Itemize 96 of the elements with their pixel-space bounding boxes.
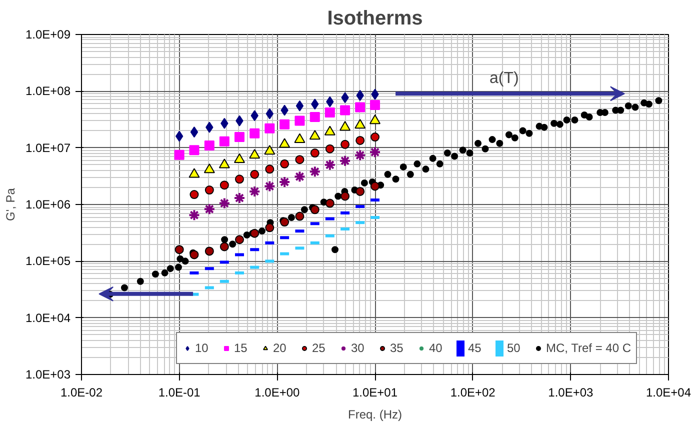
point [295,212,304,221]
point [204,186,214,195]
point [309,130,320,140]
legend-label: 25 [312,341,326,355]
legend-label: 35 [390,341,404,355]
x-tick-label: 1.0E+02 [450,386,496,400]
point [325,198,334,208]
point [325,144,334,154]
point [249,148,260,159]
annotation: a(T) [489,70,519,88]
point [340,192,350,201]
point [324,158,336,171]
y-tick-label: 1.0E+07 [25,140,71,155]
point [310,148,320,158]
y-tick-label: 1.0E+09 [25,28,71,42]
point [280,218,290,227]
legend-label: 50 [507,341,522,355]
point [294,133,306,143]
point [370,132,380,142]
point [234,174,244,184]
x-tick-label: 1.0E+01 [352,386,398,400]
point [308,166,321,178]
point [280,159,290,168]
point [295,155,304,164]
point [278,176,291,188]
point [189,145,200,156]
point [310,112,320,122]
legend-label: 30 [351,341,366,355]
point [279,138,290,148]
point [324,108,335,118]
legend-label: 10 [195,341,210,355]
point [355,102,366,112]
point [369,146,381,158]
x-tick-label: 1.0E+03 [548,386,594,400]
point [188,168,200,178]
point [264,123,275,134]
point [250,170,260,179]
point [370,114,380,124]
point [264,144,276,155]
legend-label: 20 [273,341,288,355]
point [250,228,260,238]
y-tick-label: 1.0E+08 [25,84,71,98]
y-tick-label: 1.0E+06 [25,198,71,212]
point [340,105,350,116]
point [294,116,305,126]
point [219,136,230,146]
point [370,182,380,191]
point [248,185,261,198]
legend-label: 40 [429,341,444,355]
chart-title: Isotherms [327,8,423,30]
point [340,140,350,149]
point [265,223,274,232]
point [296,100,304,112]
y-tick-label: 1.0E+03 [25,368,71,382]
point [190,190,199,200]
point [190,126,198,138]
point [188,209,200,222]
point [218,197,230,210]
point [174,245,184,254]
point [204,140,214,150]
point [340,121,351,131]
point [218,158,230,168]
point [220,180,229,190]
point [250,128,260,138]
point [265,164,274,174]
point [324,126,336,136]
y-axis-title: G', Pa [3,188,18,221]
point [354,119,366,129]
point [190,250,199,260]
x-tick-label: 1.0E-02 [60,386,103,400]
point [370,100,380,110]
point [233,192,246,204]
point [310,205,320,214]
legend-label: 15 [234,341,248,355]
legend-label: 45 [468,341,482,355]
point [356,186,365,196]
point [294,170,306,183]
point [356,136,365,145]
point [234,153,245,163]
y-tick-label: 1.0E+05 [25,254,71,268]
y-tick-label: 1.0E+04 [25,310,71,325]
point [354,149,366,162]
x-tick-label: 1.0E-01 [158,386,201,400]
x-tick-label: 1.0E+00 [254,386,300,400]
point [234,235,244,244]
point [174,150,184,160]
point [234,132,244,142]
point [280,119,290,130]
point [264,180,276,192]
point [339,154,352,167]
legend-label: MC, Tref = 40 C [546,341,632,355]
point [220,242,229,252]
x-axis-title: Freq. (Hz) [348,408,402,422]
point [204,164,215,174]
point [203,203,216,216]
x-tick-label: 1.0E+04 [646,386,692,400]
